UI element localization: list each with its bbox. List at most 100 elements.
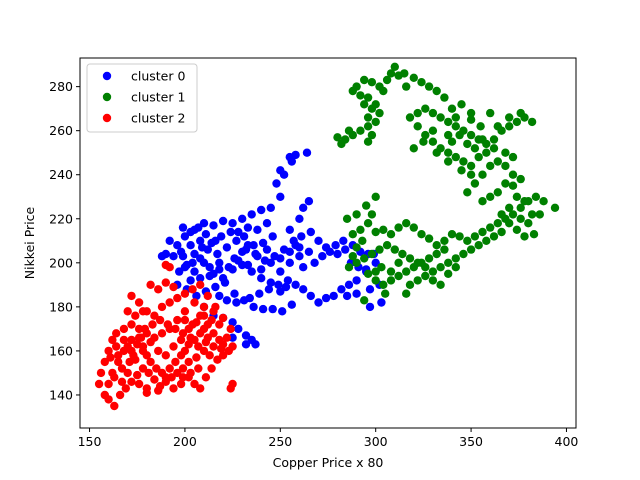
data-point-cluster-0 <box>192 291 201 301</box>
data-point-cluster-0 <box>258 238 268 248</box>
data-point-cluster-1 <box>436 280 445 289</box>
data-point-cluster-1 <box>466 245 476 254</box>
data-point-cluster-0 <box>257 205 266 215</box>
data-point-cluster-2 <box>127 320 136 329</box>
data-point-cluster-0 <box>255 289 264 298</box>
legend-marker <box>102 71 112 81</box>
data-point-cluster-0 <box>299 203 308 212</box>
data-point-cluster-2 <box>117 377 127 386</box>
data-point-cluster-2 <box>178 373 188 382</box>
points-layer <box>94 62 560 411</box>
data-point-cluster-2 <box>173 368 182 378</box>
data-point-cluster-0 <box>285 152 294 162</box>
data-point-cluster-2 <box>186 333 195 342</box>
data-point-cluster-1 <box>377 263 386 272</box>
data-point-cluster-2 <box>199 302 209 312</box>
data-point-cluster-2 <box>131 311 140 320</box>
data-point-cluster-1 <box>466 170 476 179</box>
data-point-cluster-1 <box>371 117 380 127</box>
data-point-cluster-1 <box>432 148 441 157</box>
data-point-cluster-2 <box>194 364 203 373</box>
data-point-cluster-2 <box>180 346 190 356</box>
data-point-cluster-1 <box>505 113 514 122</box>
data-point-cluster-2 <box>152 364 161 373</box>
data-point-cluster-2 <box>211 302 220 312</box>
data-point-cluster-1 <box>508 181 518 190</box>
data-point-cluster-2 <box>110 373 119 382</box>
data-point-cluster-1 <box>451 263 460 272</box>
data-point-cluster-0 <box>196 254 205 263</box>
data-point-cluster-0 <box>157 252 167 261</box>
data-point-cluster-0 <box>337 285 346 294</box>
data-point-cluster-0 <box>289 236 298 245</box>
data-point-cluster-2 <box>178 364 188 373</box>
data-point-cluster-1 <box>402 289 411 298</box>
data-point-cluster-2 <box>150 311 159 320</box>
data-point-cluster-2 <box>154 386 163 395</box>
data-point-cluster-2 <box>134 379 144 389</box>
data-point-cluster-1 <box>409 144 418 153</box>
data-point-cluster-2 <box>169 342 178 351</box>
data-point-cluster-1 <box>400 69 409 78</box>
data-point-cluster-2 <box>196 311 205 320</box>
data-point-cluster-1 <box>379 225 388 234</box>
data-point-cluster-0 <box>239 232 249 241</box>
data-point-cluster-2 <box>173 315 182 325</box>
data-point-cluster-0 <box>287 300 296 309</box>
data-point-cluster-2 <box>117 364 127 373</box>
data-point-cluster-0 <box>182 260 191 270</box>
data-point-cluster-1 <box>440 93 449 102</box>
data-point-cluster-1 <box>386 230 396 239</box>
data-point-cluster-1 <box>356 225 365 234</box>
data-point-cluster-2 <box>203 333 212 342</box>
data-point-cluster-1 <box>493 122 502 131</box>
data-point-cluster-1 <box>516 108 525 118</box>
data-point-cluster-1 <box>444 157 453 166</box>
data-point-cluster-0 <box>306 227 315 237</box>
data-point-cluster-0 <box>306 291 315 301</box>
data-point-cluster-1 <box>363 219 373 228</box>
data-point-cluster-1 <box>432 86 441 96</box>
data-point-cluster-1 <box>428 126 438 135</box>
data-point-cluster-2 <box>171 357 180 367</box>
data-point-cluster-2 <box>154 346 163 356</box>
data-point-cluster-2 <box>127 291 136 301</box>
data-point-cluster-0 <box>352 289 361 298</box>
data-point-cluster-1 <box>493 157 502 166</box>
data-point-cluster-0 <box>196 274 205 283</box>
data-point-cluster-1 <box>424 254 434 263</box>
data-point-cluster-1 <box>348 230 357 239</box>
data-point-cluster-0 <box>318 252 327 261</box>
data-point-cluster-2 <box>138 364 148 373</box>
data-point-cluster-1 <box>524 219 533 228</box>
data-point-cluster-1 <box>371 192 380 201</box>
data-point-cluster-0 <box>262 245 272 254</box>
data-point-cluster-1 <box>371 227 380 237</box>
data-point-cluster-2 <box>144 368 153 378</box>
data-point-cluster-0 <box>258 304 268 314</box>
data-point-cluster-0 <box>310 258 319 267</box>
y-axis-label: Nikkei Price <box>22 206 37 279</box>
data-point-cluster-1 <box>444 148 453 157</box>
data-point-cluster-2 <box>184 340 193 349</box>
data-point-cluster-1 <box>356 126 365 135</box>
x-axis: 150 200 250 300 350 400 <box>78 428 578 449</box>
legend-label: cluster 1 <box>131 90 185 105</box>
data-point-cluster-0 <box>215 265 224 274</box>
data-point-cluster-0 <box>230 289 239 298</box>
data-point-cluster-1 <box>493 188 502 197</box>
data-point-cluster-1 <box>451 254 460 263</box>
data-point-cluster-1 <box>535 210 544 219</box>
data-point-cluster-0 <box>299 285 308 294</box>
data-point-cluster-1 <box>405 113 415 122</box>
data-point-cluster-2 <box>188 320 197 329</box>
data-point-cluster-1 <box>501 179 510 188</box>
data-point-cluster-1 <box>333 133 342 142</box>
data-point-cluster-2 <box>104 346 113 356</box>
data-point-cluster-0 <box>304 197 314 206</box>
data-point-cluster-1 <box>470 179 480 188</box>
data-point-cluster-1 <box>421 104 430 113</box>
data-point-cluster-1 <box>356 91 365 100</box>
data-point-cluster-1 <box>470 144 480 153</box>
data-point-cluster-1 <box>466 130 476 140</box>
